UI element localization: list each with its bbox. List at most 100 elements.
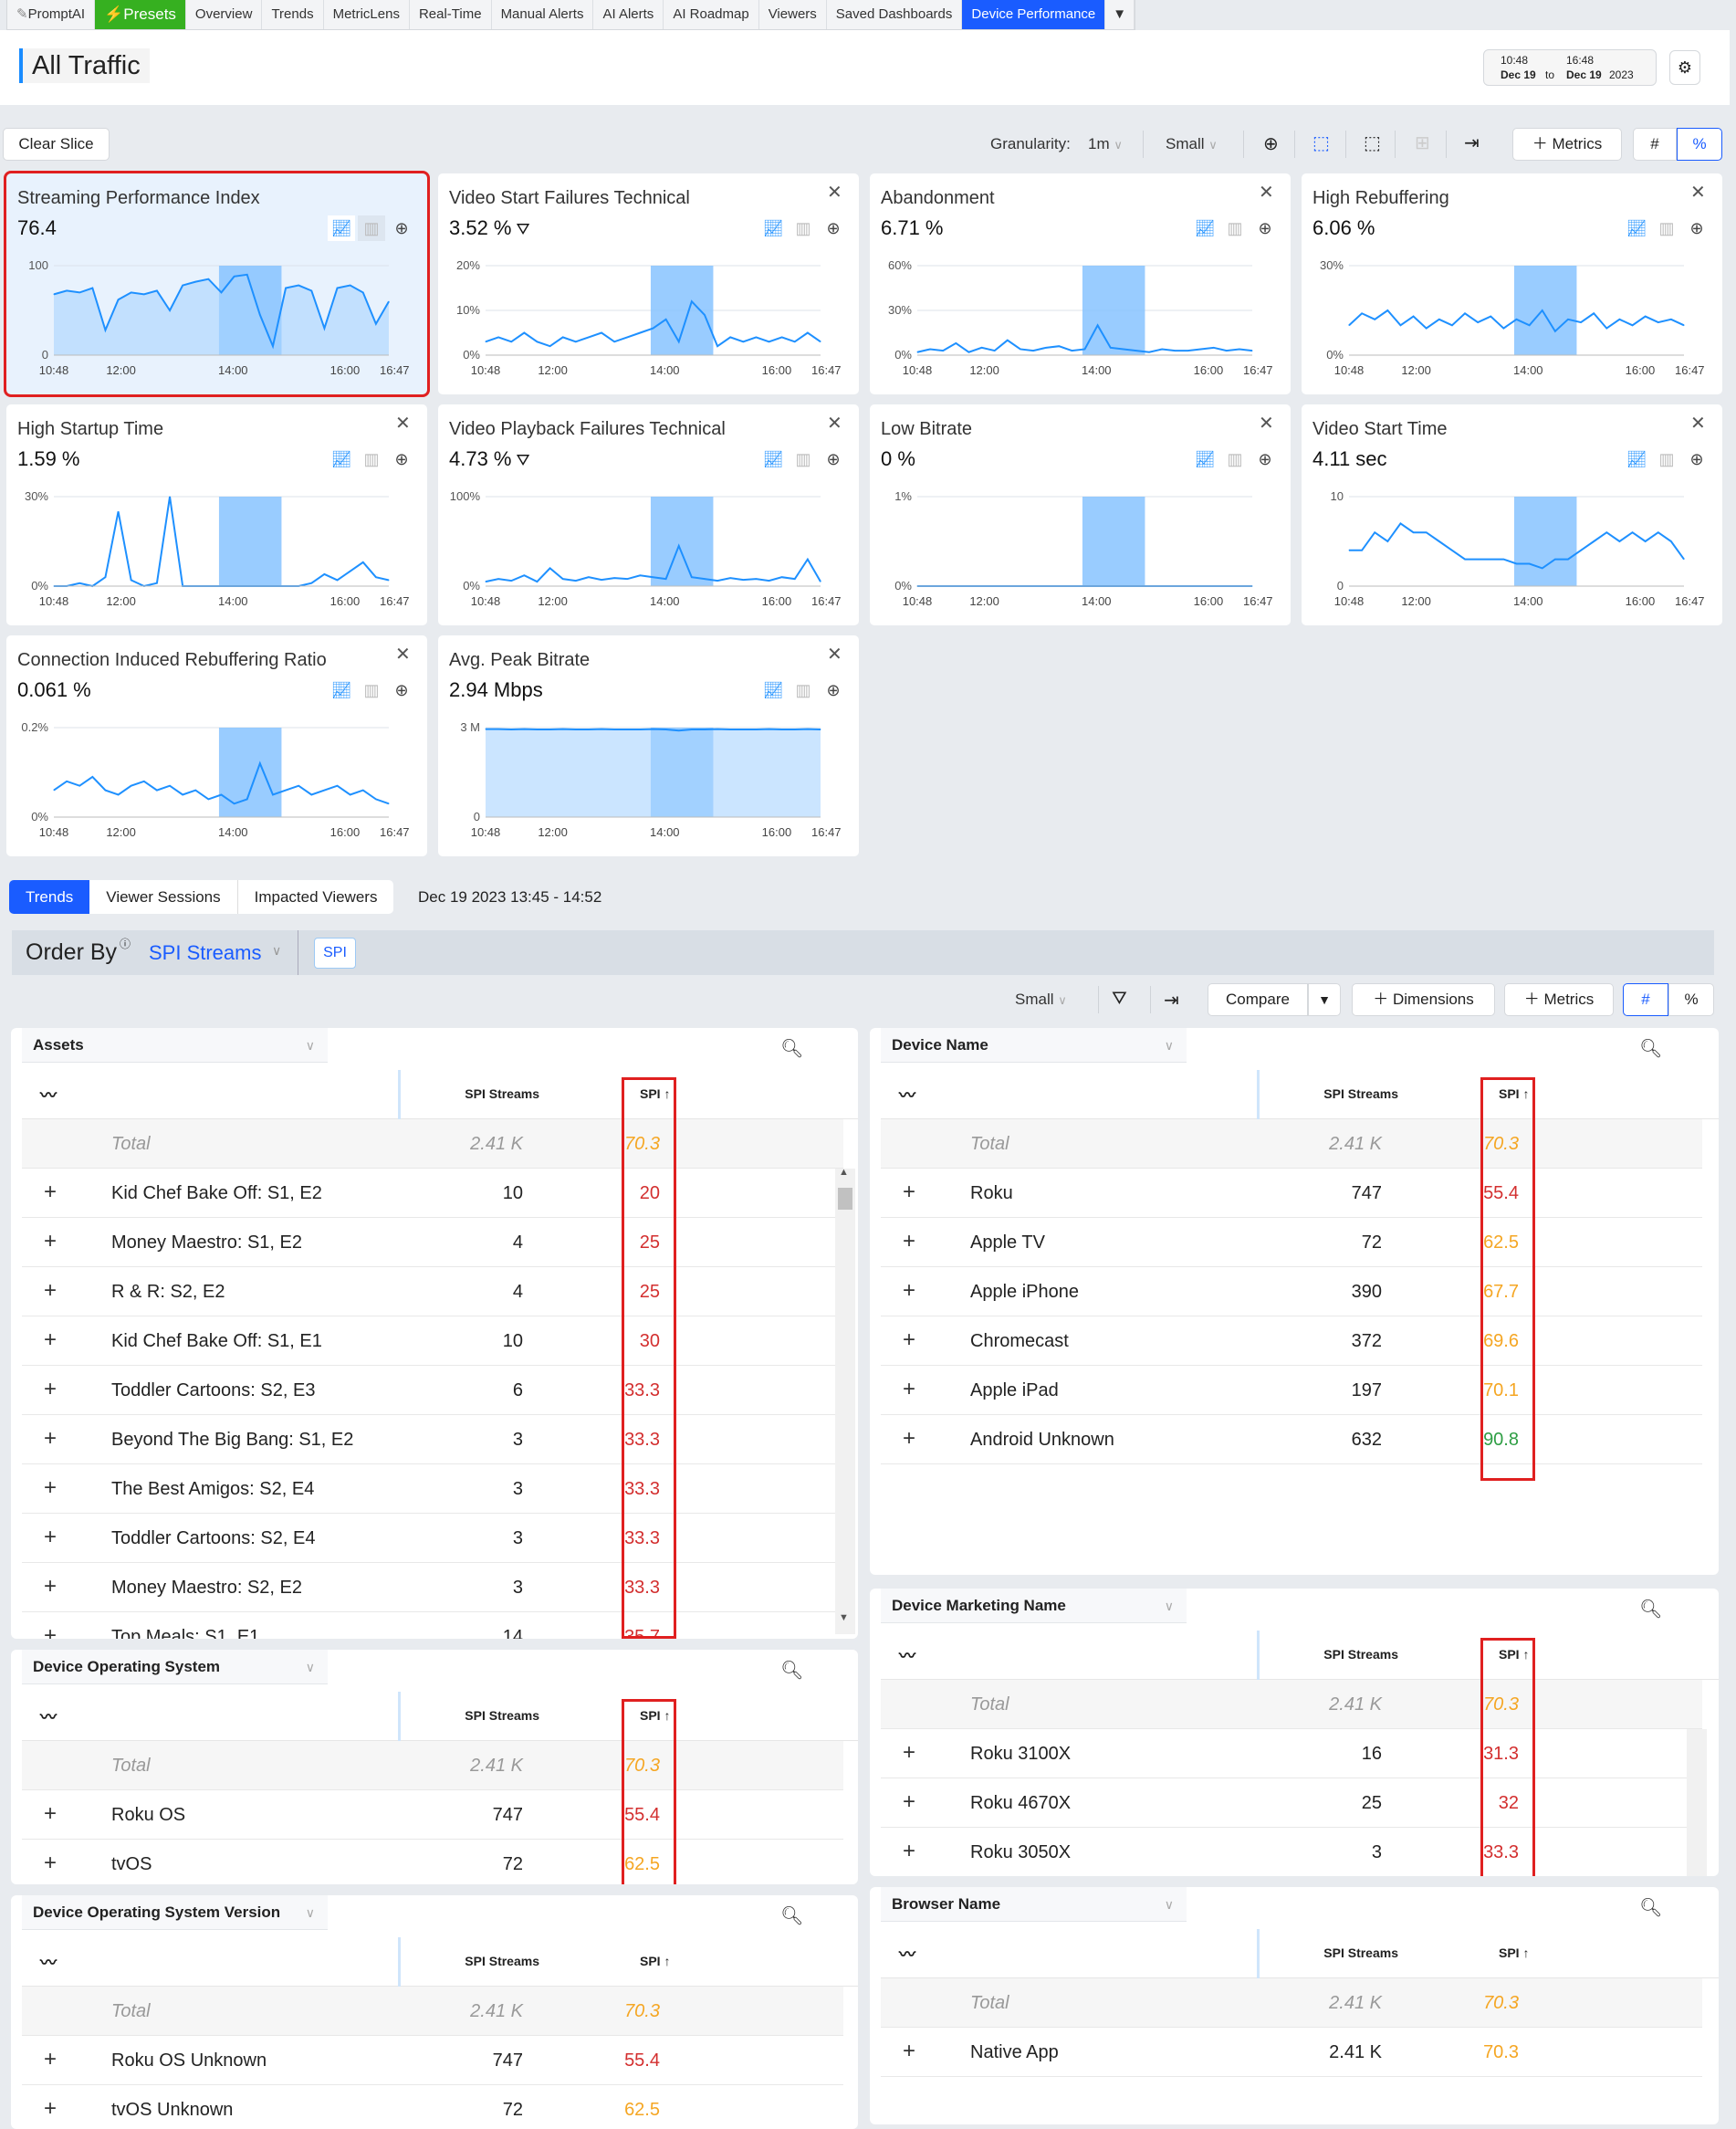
table-row[interactable]: + Apple iPad 197 70.1 xyxy=(881,1366,1702,1415)
line-chart-icon[interactable]: 📈︎ xyxy=(762,219,784,237)
bar-chart-icon[interactable]: ▥ xyxy=(1227,450,1243,468)
line-chart-icon[interactable]: 📈︎ xyxy=(328,215,355,241)
column-header-spi[interactable]: SPI ↑ xyxy=(640,1708,671,1723)
column-divider[interactable] xyxy=(398,1937,401,1987)
column-header-spi[interactable]: SPI ↑ xyxy=(1499,1647,1530,1662)
metric-card[interactable]: Low Bitrate 0 % ✕ 📈︎ ▥ ⊕ 1% 0% 10:48 12:00 14:00 16… xyxy=(870,404,1291,625)
expand-plus-icon[interactable]: + xyxy=(903,1426,916,1451)
expand-plus-icon[interactable]: + xyxy=(903,1180,916,1204)
column-divider[interactable] xyxy=(1257,1929,1260,1978)
clear-slice-button[interactable]: Clear Slice xyxy=(3,128,110,161)
bar-chart-icon[interactable]: ▥ xyxy=(795,450,811,468)
dimension-select[interactable]: Assets ∨ xyxy=(22,1028,328,1063)
line-chart-icon[interactable]: 📈︎ xyxy=(330,450,352,468)
nav-tab-viewers[interactable]: Viewers xyxy=(759,0,827,29)
nav-tab-trends[interactable]: Trends xyxy=(262,0,324,29)
metric-card[interactable]: Avg. Peak Bitrate 2.94 Mbps ✕ 📈︎ ▥ ⊕ 3 M 0 10:48… xyxy=(438,635,859,856)
table-row[interactable]: + Kid Chef Bake Off: S1, E1 10 30 xyxy=(22,1316,843,1366)
line-chart-icon[interactable]: 📈︎ xyxy=(762,681,784,699)
total-row[interactable]: Total 2.41 K 70.3 xyxy=(881,1119,1702,1169)
expand-plus-icon[interactable]: + xyxy=(903,1740,916,1765)
table-row[interactable]: + Roku 747 55.4 xyxy=(881,1169,1702,1218)
close-icon[interactable]: ✕ xyxy=(1259,414,1274,434)
zoom-icon[interactable]: ⊕ xyxy=(1689,219,1704,237)
nav-tab-saved-dashboards[interactable]: Saved Dashboards xyxy=(827,0,963,29)
bar-chart-icon[interactable]: ▥ xyxy=(363,450,380,468)
zoom-icon[interactable]: ⊕ xyxy=(1258,450,1272,468)
close-icon[interactable]: ✕ xyxy=(395,645,411,665)
table-row[interactable]: + tvOS 72 62.5 xyxy=(22,1840,843,1884)
nav-tab-promptai[interactable]: ✎PromptAI xyxy=(7,0,96,29)
search-icon[interactable]: 🔍︎ xyxy=(1639,1898,1663,1918)
column-header-spi-streams[interactable]: SPI Streams xyxy=(1323,1945,1398,1960)
table-row[interactable]: + Chromecast 372 69.6 xyxy=(881,1316,1702,1366)
expand-plus-icon[interactable]: + xyxy=(44,1180,58,1204)
zoom-icon[interactable]: ⊕ xyxy=(394,681,409,699)
nav-tab-ai-alerts[interactable]: AI Alerts xyxy=(593,0,664,29)
zoom-icon[interactable]: ⊕ xyxy=(826,681,841,699)
selection-band[interactable] xyxy=(650,497,714,586)
filter-icon[interactable]: ⛛ xyxy=(1112,989,1127,1009)
close-icon[interactable]: ✕ xyxy=(827,414,842,434)
metric-card[interactable]: Abandonment 6.71 % ✕ 📈︎ ▥ ⊕ 60% 30% 0% 10:48 12:00… xyxy=(870,173,1291,394)
sparkline-icon[interactable]: 〰 xyxy=(899,1647,915,1665)
table-row[interactable]: + Apple iPhone 390 67.7 xyxy=(881,1267,1702,1316)
scroll-up-icon[interactable]: ▲ xyxy=(839,1167,849,1178)
total-row[interactable]: Total 2.41 K 70.3 xyxy=(881,1680,1702,1729)
expand-plus-icon[interactable]: + xyxy=(903,2039,916,2063)
expand-plus-icon[interactable]: + xyxy=(44,1327,58,1352)
search-icon[interactable]: 🔍︎ xyxy=(1639,1039,1663,1059)
zoom-icon[interactable]: ⊕ xyxy=(826,450,841,468)
date-range-picker[interactable]: 10:48 16:48 Dec 19 to Dec 19 2023 xyxy=(1483,49,1657,86)
count-toggle[interactable]: # xyxy=(1633,128,1677,161)
add-metrics-button[interactable]: ＋ Metrics xyxy=(1504,983,1614,1016)
zoom-in-icon[interactable]: ⊕ xyxy=(1263,134,1279,154)
expand-plus-icon[interactable]: + xyxy=(903,1278,916,1303)
column-header-spi-streams[interactable]: SPI Streams xyxy=(1323,1647,1398,1662)
column-divider[interactable] xyxy=(398,1070,401,1119)
metric-card[interactable]: Streaming Performance Index 76.4 📈︎ ▥ ⊕ 100 0 1… xyxy=(4,171,430,397)
expand-plus-icon[interactable]: + xyxy=(44,1278,58,1303)
percent-toggle[interactable]: % xyxy=(1668,983,1714,1016)
expand-plus-icon[interactable]: + xyxy=(44,1377,58,1401)
sparkline-icon[interactable]: 〰 xyxy=(40,1708,57,1726)
nav-tab-real-time[interactable]: Real-Time xyxy=(410,0,492,29)
total-row[interactable]: Total 2.41 K 70.3 xyxy=(881,1978,1702,2028)
table-row[interactable]: + Roku OS 747 55.4 xyxy=(22,1790,843,1840)
dimension-select[interactable]: Device Operating System ∨ xyxy=(22,1650,328,1684)
total-row[interactable]: Total 2.41 K 70.3 xyxy=(22,1119,843,1169)
expand-plus-icon[interactable]: + xyxy=(44,2047,58,2071)
scroll-down-icon[interactable]: ▼ xyxy=(839,1612,849,1623)
tab-trends[interactable]: Trends xyxy=(9,880,90,914)
close-icon[interactable]: ✕ xyxy=(1259,183,1274,203)
table-row[interactable]: + Apple TV 72 62.5 xyxy=(881,1218,1702,1267)
nav-tab-metriclens[interactable]: MetricLens xyxy=(324,0,410,29)
bar-chart-icon[interactable]: ▥ xyxy=(1658,219,1675,237)
sparkline-icon[interactable]: 〰 xyxy=(40,1954,57,1972)
expand-plus-icon[interactable]: + xyxy=(44,1623,58,1639)
close-icon[interactable]: ✕ xyxy=(827,645,842,665)
table-row[interactable]: + Top Meals: S1, E1 14 35.7 xyxy=(22,1612,843,1639)
selection-band[interactable] xyxy=(1082,266,1145,355)
selection-band[interactable] xyxy=(650,266,714,355)
column-header-spi[interactable]: SPI ↑ xyxy=(640,1086,671,1101)
metric-card[interactable]: High Rebuffering 6.06 % ✕ 📈︎ ▥ ⊕ 30% 0% 10:48 12:… xyxy=(1302,173,1722,394)
table-row[interactable]: + Kid Chef Bake Off: S1, E2 10 20 xyxy=(22,1169,843,1218)
table-size-select[interactable]: Small ∨ xyxy=(1015,991,1067,1009)
scrollbar-thumb[interactable] xyxy=(838,1188,852,1210)
line-chart-icon[interactable]: 📈︎ xyxy=(1194,219,1216,237)
column-divider[interactable] xyxy=(1257,1070,1260,1119)
expand-plus-icon[interactable]: + xyxy=(44,1801,58,1826)
table-row[interactable]: + Beyond The Big Bang: S1, E2 3 33.3 xyxy=(22,1415,843,1464)
close-icon[interactable]: ✕ xyxy=(1690,183,1706,203)
tab-viewer-sessions[interactable]: Viewer Sessions xyxy=(89,880,238,914)
spi-chip[interactable]: SPI xyxy=(314,938,356,969)
compare-dropdown-icon[interactable]: ▼ xyxy=(1308,983,1341,1016)
dimension-select[interactable]: Device Operating System Version ∨ xyxy=(22,1895,328,1930)
column-divider[interactable] xyxy=(398,1692,401,1741)
column-header-spi-streams[interactable]: SPI Streams xyxy=(465,1086,539,1101)
zoom-icon[interactable]: ⊕ xyxy=(394,450,409,468)
expand-plus-icon[interactable]: + xyxy=(903,1789,916,1814)
zoom-icon[interactable]: ⊕ xyxy=(1689,450,1704,468)
export-icon[interactable]: ⇥ xyxy=(1164,991,1179,1011)
